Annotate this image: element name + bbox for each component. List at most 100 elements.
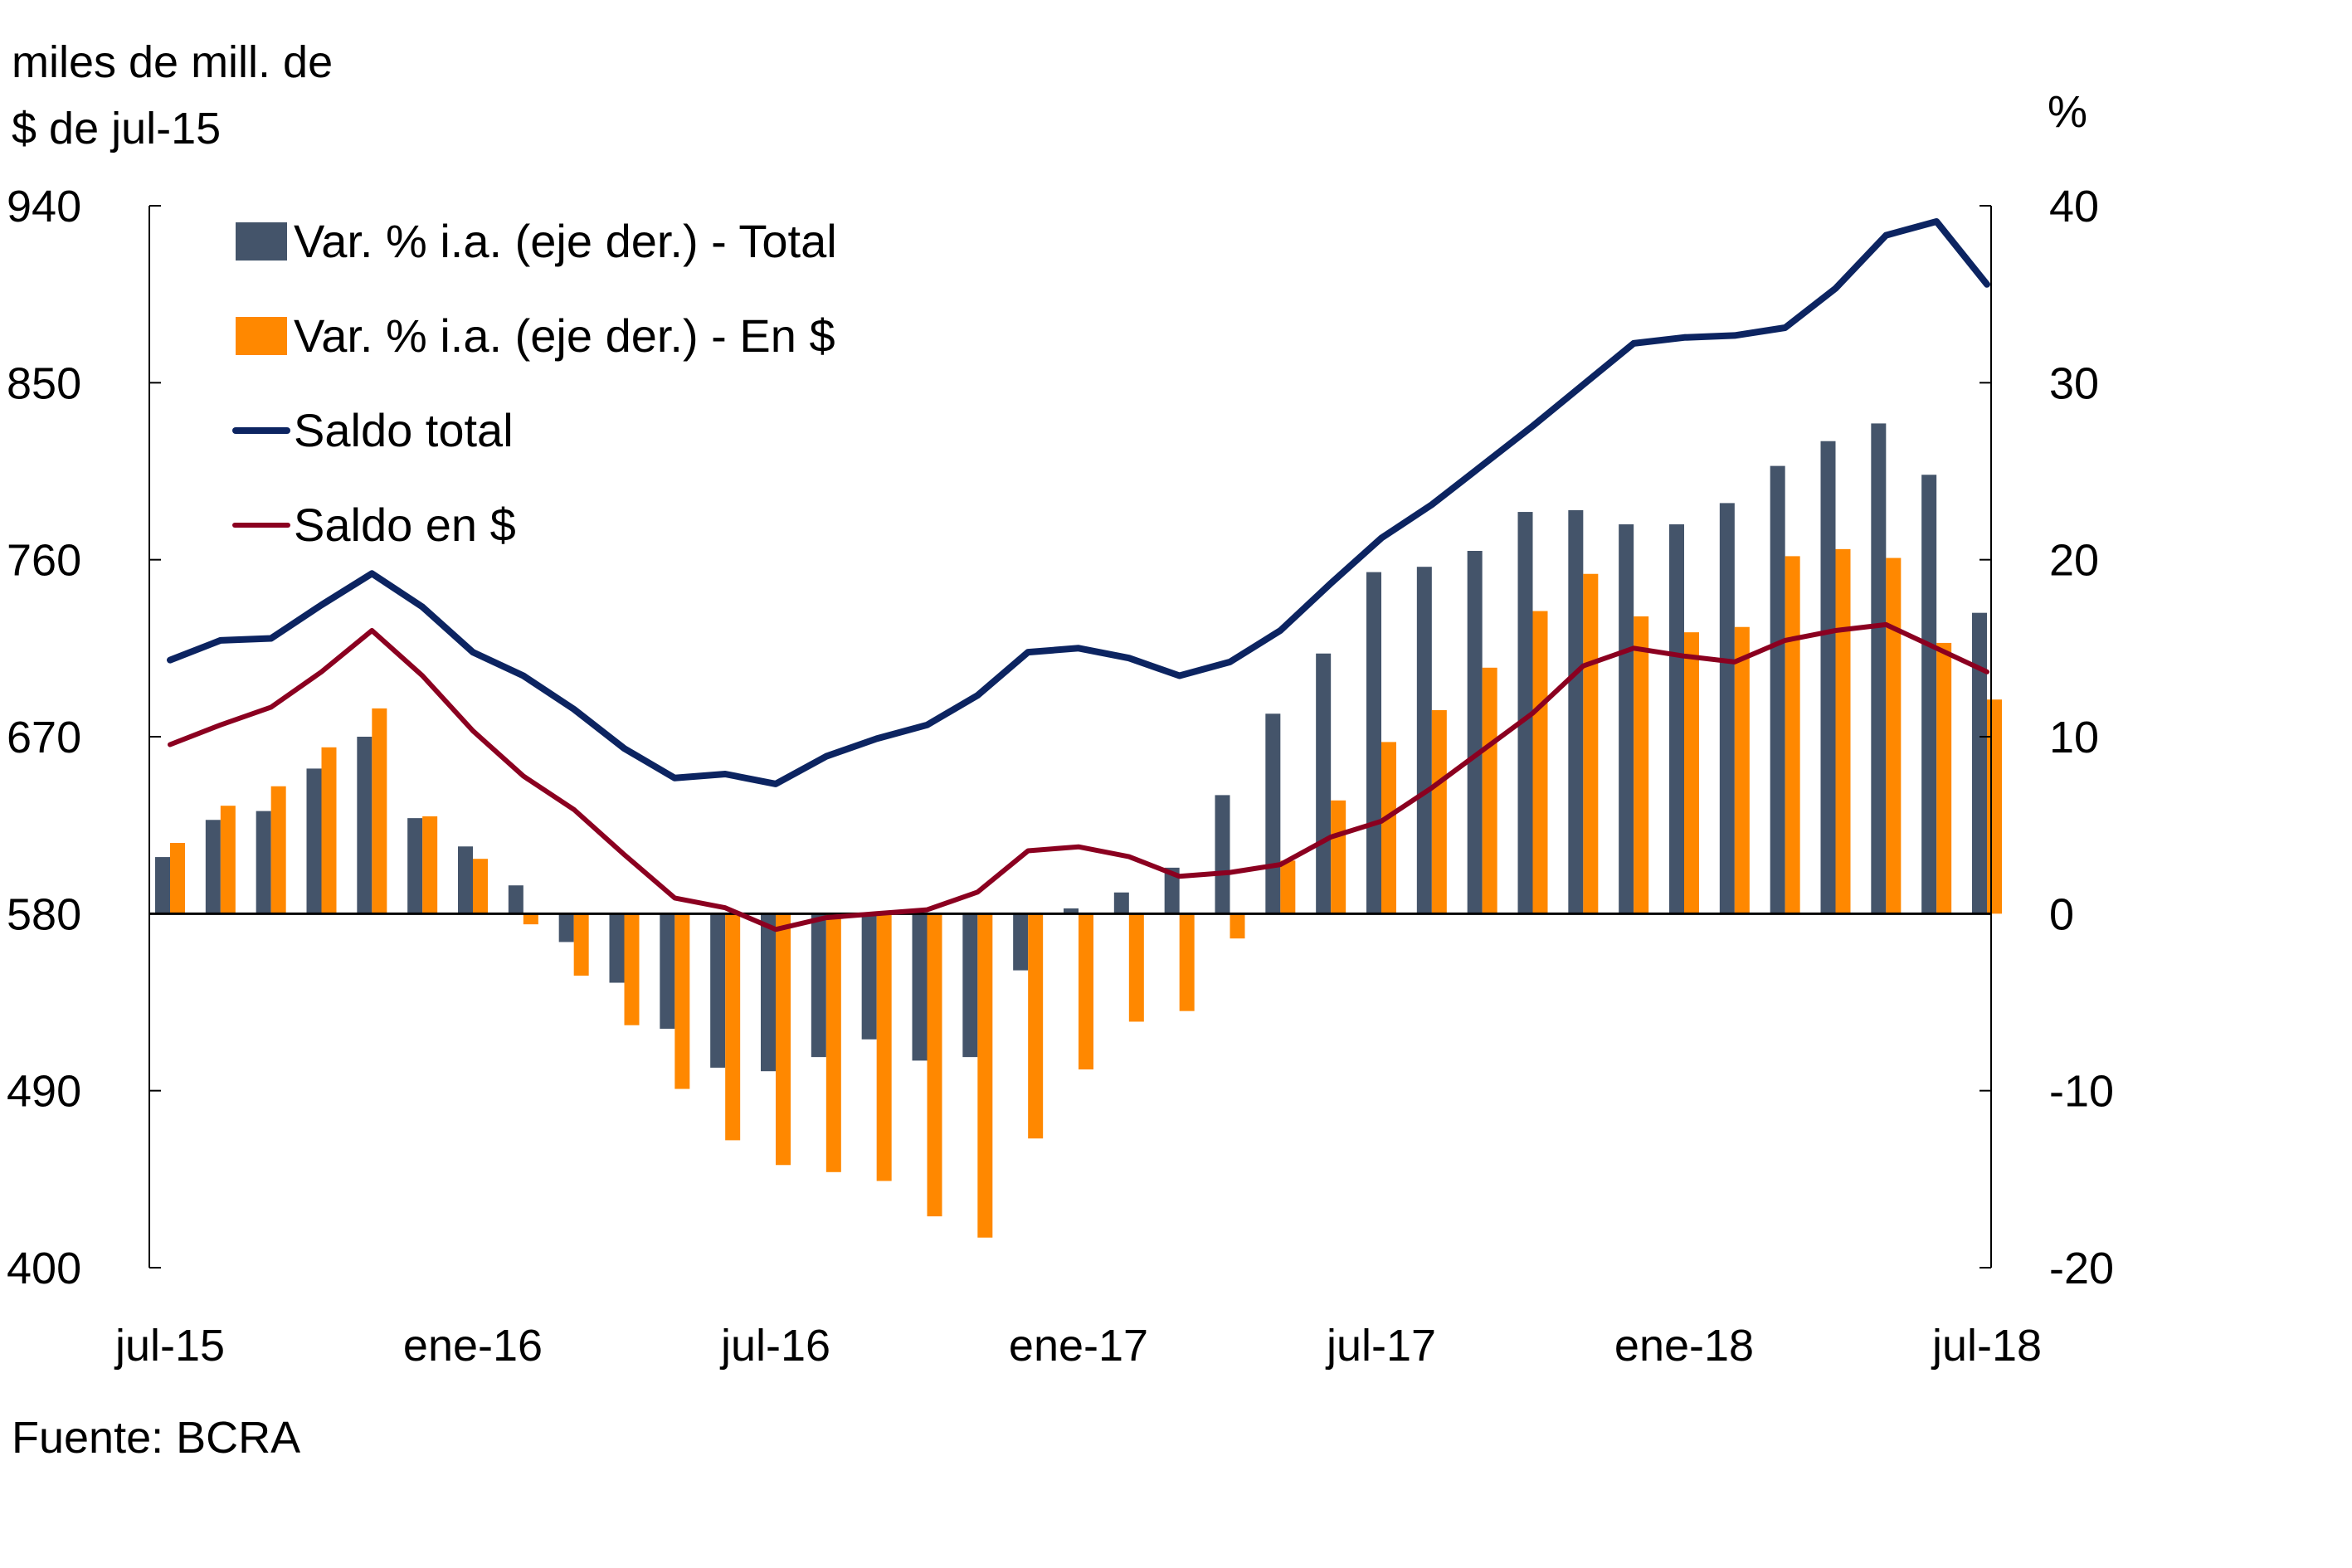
legend-item-pesos-bars: Var. % i.a. (eje der.) - En $ — [236, 309, 835, 363]
source-note: Fuente: BCRA — [12, 1413, 301, 1463]
bar-pesos — [1684, 632, 1699, 914]
bar-total — [912, 913, 928, 1061]
bar-pesos — [1230, 913, 1245, 939]
bar-pesos — [1431, 710, 1447, 914]
legend-label-saldo-pesos: Saldo en $ — [294, 499, 516, 551]
right-axis-tick-label: 20 — [2049, 536, 2099, 586]
x-axis-tick-label: ene-18 — [1614, 1321, 1754, 1371]
bar-total — [508, 885, 523, 914]
bar-total — [458, 846, 473, 914]
bar-pesos — [1886, 558, 1902, 914]
legend-swatch-total — [236, 222, 287, 261]
bar-total — [1064, 908, 1079, 914]
right-axis-tick-label: 30 — [2049, 358, 2099, 408]
bar-total — [306, 768, 322, 914]
bar-total — [1972, 612, 1987, 914]
bar-total — [1820, 441, 1836, 914]
x-axis-tick-label: jul-15 — [114, 1321, 225, 1371]
bar-total — [1316, 653, 1332, 914]
bar-total — [1467, 551, 1483, 914]
right-axis-title: % — [2048, 87, 2088, 137]
bar-pesos — [1381, 742, 1396, 914]
bar-total — [1568, 509, 1584, 914]
bar-pesos — [1280, 860, 1296, 914]
bar-total — [1517, 512, 1533, 914]
bar-total — [1871, 423, 1887, 914]
legend-swatch-saldo-total — [232, 426, 290, 434]
x-axis-tick-label: jul-17 — [1325, 1321, 1436, 1371]
bar-pesos — [1331, 800, 1346, 914]
left-axis-tick-label: 670 — [7, 713, 81, 762]
bar-pesos — [1634, 616, 1649, 914]
bar-total — [1719, 503, 1735, 914]
bar-pesos — [573, 913, 589, 976]
bar-pesos — [523, 913, 538, 925]
bar-pesos — [876, 913, 892, 1181]
bar-pesos — [321, 747, 337, 914]
bar-pesos — [1179, 913, 1195, 1011]
bar-total — [609, 913, 625, 983]
bar-total — [811, 913, 826, 1058]
bar-total — [962, 913, 978, 1058]
right-axis-tick-label: -10 — [2049, 1067, 2114, 1117]
left-axis-tick-label: 940 — [7, 182, 81, 231]
bar-pesos — [725, 913, 741, 1141]
right-axis-tick-label: 40 — [2049, 182, 2099, 231]
bar-total — [710, 913, 726, 1068]
bar-pesos — [1785, 556, 1800, 914]
bar-total — [407, 818, 423, 914]
bar-pesos — [1583, 573, 1599, 914]
right-axis-tick-label: 0 — [2049, 889, 2074, 939]
legend-label-pesos: Var. % i.a. (eje der.) - En $ — [294, 309, 835, 362]
legend-swatch-pesos — [236, 316, 287, 355]
bar-pesos — [624, 913, 640, 1025]
bar-pesos — [776, 913, 791, 1166]
bar-pesos — [1936, 642, 1952, 914]
bar-pesos — [977, 913, 993, 1238]
right-axis-tick-label: 10 — [2049, 713, 2099, 762]
tick-labels-layer: 940850760670580490400403020100-10-20jul-… — [7, 182, 2114, 1371]
bar-total — [1619, 524, 1634, 914]
bar-total — [660, 913, 675, 1029]
bar-total — [1013, 913, 1029, 971]
bar-total — [1113, 892, 1129, 914]
x-axis-tick-label: jul-16 — [719, 1321, 830, 1371]
left-axis-tick-label: 580 — [7, 889, 81, 939]
bar-pesos — [1028, 913, 1044, 1139]
bar-pesos — [927, 913, 942, 1217]
bar-total — [1265, 713, 1281, 914]
bar-pesos — [1128, 913, 1144, 1022]
bar-total — [558, 913, 574, 942]
bar-pesos — [1987, 699, 2002, 914]
bar-total — [1215, 795, 1230, 914]
left-axis-tick-label: 400 — [7, 1244, 81, 1293]
legend-label-total: Var. % i.a. (eje der.) - Total — [294, 215, 837, 267]
left-axis-tick-label: 850 — [7, 358, 81, 408]
legend-item-total-bars: Var. % i.a. (eje der.) - Total — [236, 214, 837, 268]
legend-label-saldo-total: Saldo total — [294, 404, 514, 456]
bar-pesos — [1532, 611, 1548, 914]
bar-total — [256, 811, 271, 914]
bar-total — [761, 913, 776, 1072]
x-axis-tick-label: ene-17 — [1009, 1321, 1148, 1371]
bar-total — [205, 820, 221, 914]
line-saldo-total — [167, 218, 1990, 787]
left-axis-tick-label: 490 — [7, 1067, 81, 1117]
lines-layer — [167, 218, 1990, 933]
bar-pesos — [825, 913, 841, 1172]
line-saldo-pesos — [168, 621, 1989, 933]
bar-total — [861, 913, 877, 1040]
axes-layer — [149, 205, 1992, 1269]
left-axis-title-line2: $ de jul-15 — [12, 104, 222, 153]
legend-item-saldo-total: Saldo total — [232, 403, 514, 457]
bar-pesos — [473, 859, 488, 914]
right-axis-tick-label: -20 — [2049, 1244, 2114, 1293]
bar-pesos — [220, 806, 236, 914]
x-axis-tick-label: jul-18 — [1931, 1321, 2042, 1371]
bar-total — [1921, 475, 1937, 914]
bar-pesos — [1079, 913, 1093, 1070]
legend-swatch-saldo-pesos — [232, 522, 290, 528]
bar-pesos — [270, 786, 286, 914]
bar-total — [1164, 867, 1180, 914]
